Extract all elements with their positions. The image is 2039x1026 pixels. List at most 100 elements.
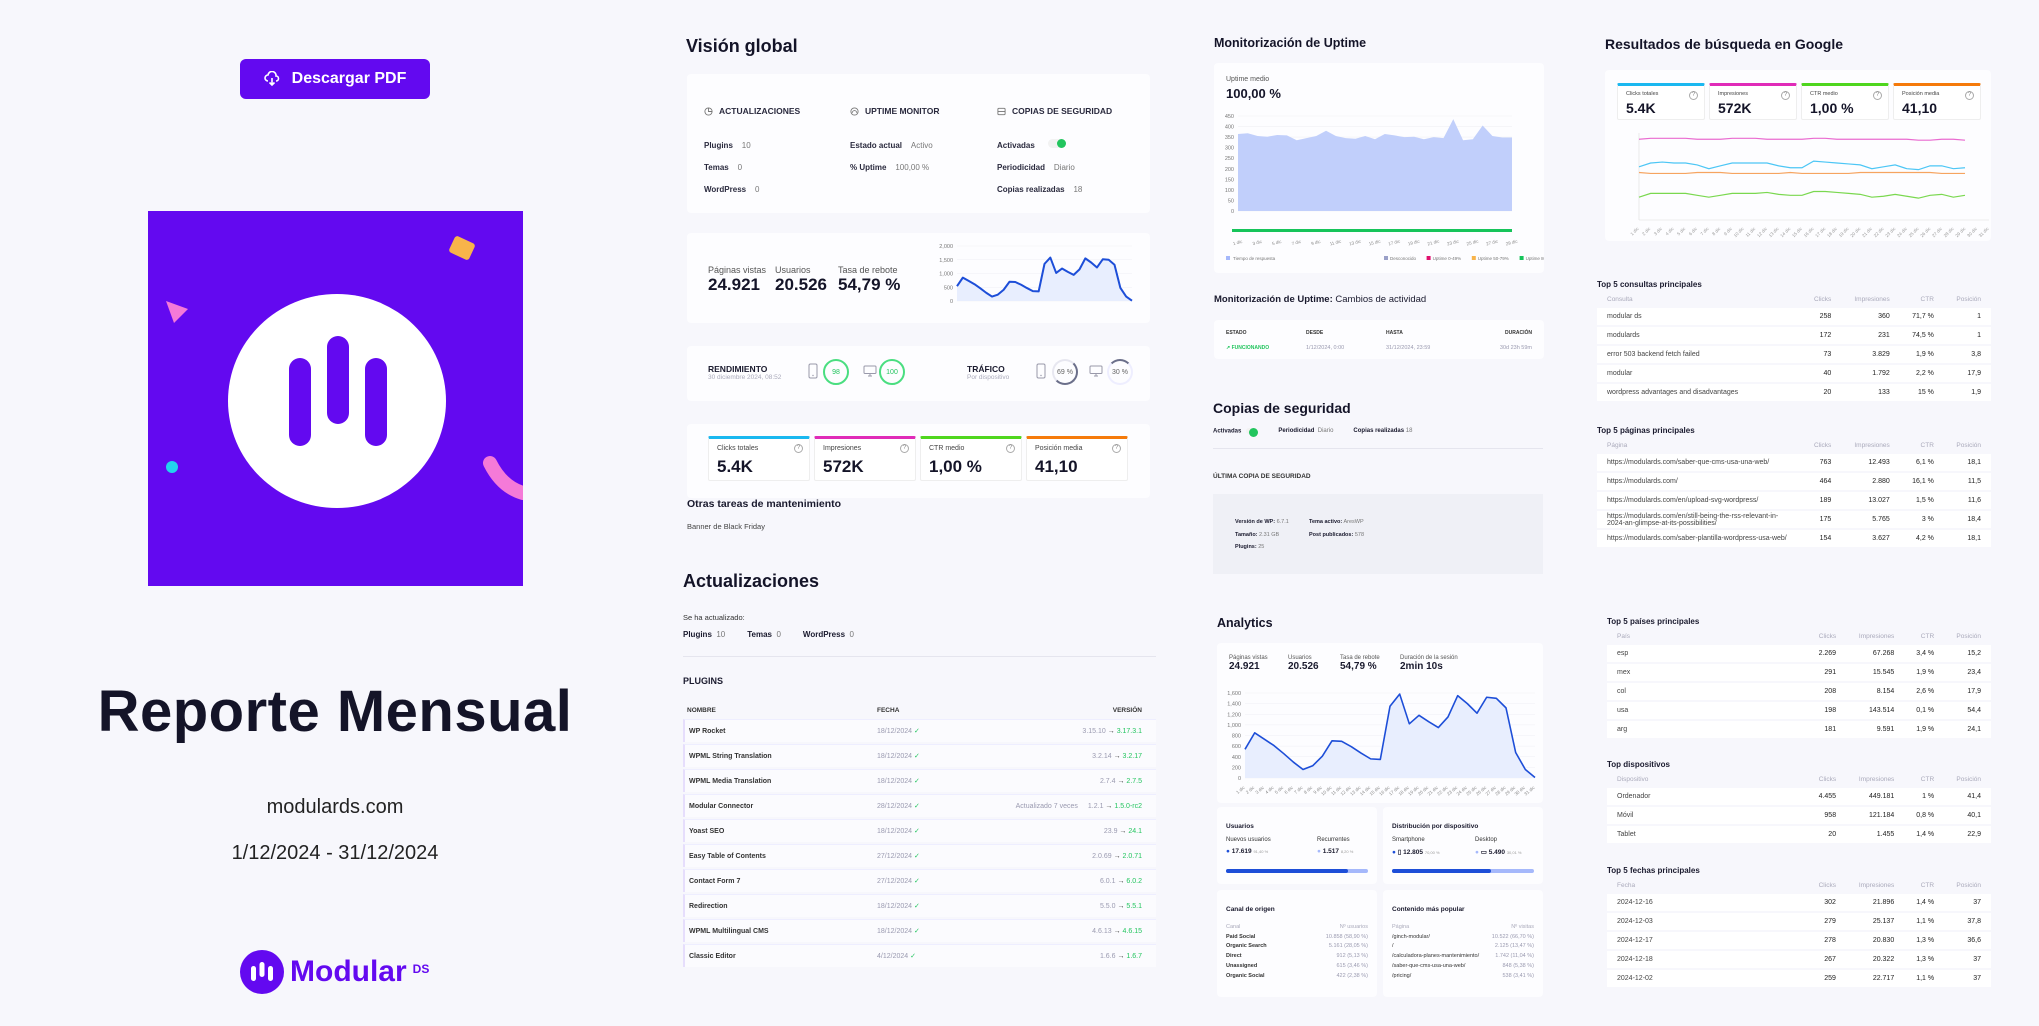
svg-text:5 dic: 5 dic — [1274, 784, 1285, 794]
svg-text:10 dic: 10 dic — [1733, 226, 1746, 239]
gsc-impressions: Impresiones? 572K — [814, 436, 916, 481]
svg-text:150: 150 — [1225, 177, 1234, 183]
uptime-changes-table: ESTADO DESDE HASTA DURACIÓN ↗ FUNCIONAND… — [1214, 320, 1544, 359]
channels-card: Canal de origen Canal Nº usuarios Paid Soc… — [1217, 890, 1377, 997]
check-icon: ✓ — [914, 928, 920, 935]
svg-text:800: 800 — [1232, 734, 1241, 740]
brand-name: Modular — [290, 955, 407, 988]
svg-text:2,000: 2,000 — [939, 244, 953, 250]
check-icon: ✓ — [914, 778, 920, 785]
check-icon: ✓ — [914, 853, 920, 860]
svg-text:0: 0 — [1231, 209, 1234, 215]
other-tasks-title: Otras tareas de mantenimiento — [687, 498, 842, 510]
table-row: 2024-12-02 259 22.717 1,1 % 37 — [1607, 970, 1991, 987]
list-item: Direct 912 (5,13 %) — [1226, 953, 1368, 960]
database-icon — [997, 107, 1006, 115]
smartphone-icon — [808, 363, 818, 379]
list-item: /calculadora-planes-mantenimiento/1.742 … — [1392, 953, 1534, 960]
report-title: Reporte Mensual — [97, 679, 573, 744]
svg-text:15 dic: 15 dic — [1791, 226, 1804, 239]
help-icon[interactable]: ? — [1689, 91, 1698, 100]
svg-text:300: 300 — [1225, 146, 1234, 152]
check-icon: ✓ — [914, 803, 920, 810]
kpi-bounce-rate: Tasa de rebote 54,79 % — [838, 265, 901, 294]
list-item: /pricing/538 (3,41 %) — [1392, 972, 1534, 979]
svg-text:1 dic: 1 dic — [1629, 226, 1640, 237]
table-row: col 208 8.154 2,6 % 17,9 — [1607, 683, 1991, 700]
check-icon: ✓ — [914, 728, 920, 735]
divider — [683, 656, 1156, 657]
svg-text:5 dic: 5 dic — [1676, 226, 1687, 237]
table-row: https://modulards.com/saber-que-cms-usa-… — [1597, 454, 1991, 471]
check-icon: ✓ — [914, 828, 920, 835]
help-icon[interactable]: ? — [1112, 444, 1121, 453]
analytics-pageviews-chart: 1,600 1,400 1,200 1,000 800 600 400 200 0 1 dic 2 … — [1227, 691, 1536, 796]
backups-toggle[interactable] — [1048, 139, 1067, 149]
svg-text:1,500: 1,500 — [939, 258, 953, 264]
svg-text:400: 400 — [1232, 755, 1241, 761]
top-pages: Top 5 páginas principales Página Clicks Im… — [1597, 426, 1991, 549]
svg-text:0: 0 — [950, 299, 953, 305]
svg-text:18 dic: 18 dic — [1826, 226, 1839, 239]
help-icon[interactable]: ? — [1781, 91, 1790, 100]
table-row: https://modulards.com/464 2.880 16,1 % 11,5 — [1597, 473, 1991, 490]
smartphone-icon — [1036, 363, 1046, 379]
modular-logo-icon — [240, 950, 284, 994]
download-pdf-label: Descargar PDF — [291, 70, 407, 87]
help-icon[interactable]: ? — [1006, 444, 1015, 453]
svg-text:14 dic: 14 dic — [1779, 226, 1792, 239]
updates-summary: Plugins 10 Temas 0 WordPress 0 — [683, 630, 854, 639]
svg-text:26 dic: 26 dic — [1919, 226, 1932, 239]
table-row: Tablet 20 1.455 1,4 % 22,9 — [1607, 826, 1991, 843]
uptime-changes-title: Monitorización de Uptime: Cambios de act… — [1214, 294, 1427, 305]
arrow-right-icon: → — [1107, 727, 1115, 735]
table-row: usa 198 143.514 0,1 % 54,4 — [1607, 702, 1991, 719]
devices-ratio-bar — [1392, 869, 1534, 873]
svg-text:1,000: 1,000 — [1227, 723, 1241, 729]
svg-text:400: 400 — [1225, 125, 1234, 131]
top-countries: Top 5 países principales País Clicks Impre… — [1607, 617, 1991, 740]
other-task-item: Banner de Black Friday — [687, 522, 765, 531]
list-item: /saber-que-cms-usa-una-web/848 (5,38 %) — [1392, 962, 1534, 969]
plugin-row: WPML Multilingual CMS 18/12/2024 ✓ 4.6.1… — [683, 919, 1156, 942]
svg-text:7 dic: 7 dic — [1291, 239, 1302, 246]
svg-text:8 dic: 8 dic — [1303, 784, 1314, 794]
download-pdf-button[interactable]: Descargar PDF — [240, 59, 430, 99]
plugin-row: Classic Editor 4/12/2024 ✓ 1.6.6 → 1.6.7 — [683, 944, 1156, 967]
list-item: Organic Social 422 (2,38 %) — [1226, 972, 1368, 979]
backups-toggle[interactable] — [1246, 428, 1259, 437]
brand-suffix: DS — [412, 962, 430, 976]
table-row: mex 291 15.545 1,9 % 23,4 — [1607, 664, 1991, 681]
plugin-row: Contact Form 7 27/12/2024 ✓ 6.0.1 → 6.0.… — [683, 869, 1156, 892]
help-icon[interactable]: ? — [1873, 91, 1882, 100]
plugin-row: WPML String Translation 18/12/2024 ✓ 3.2… — [683, 744, 1156, 767]
svg-text:13 dic: 13 dic — [1349, 238, 1363, 246]
svg-text:5 dic: 5 dic — [1272, 239, 1283, 246]
status-badge-up: ↗ FUNCIONANDO — [1226, 345, 1270, 351]
help-icon[interactable]: ? — [900, 444, 909, 453]
gsc-clicks: Clicks totales? 5.4K — [1617, 83, 1705, 120]
table-row: 2024-12-03 279 25.137 1,1 % 37,8 — [1607, 913, 1991, 930]
svg-text:200: 200 — [1225, 167, 1234, 173]
svg-text:15 dic: 15 dic — [1368, 238, 1382, 246]
top-dates: Top 5 fechas principales Fecha Clicks Impr… — [1607, 866, 1991, 989]
overview-analytics-card: Páginas vistas 24.921 Usuarios 20.526 Ta… — [687, 233, 1150, 323]
svg-text:24 dic: 24 dic — [1896, 226, 1909, 239]
svg-text:13 dic: 13 dic — [1768, 226, 1781, 239]
svg-text:250: 250 — [1225, 156, 1234, 162]
uptime-block: UPTIME MONITOR Estado actual Activo % Up… — [850, 106, 940, 172]
help-icon[interactable]: ? — [1965, 91, 1974, 100]
arrow-right-icon: → — [1117, 902, 1125, 910]
arrow-right-icon: → — [1119, 827, 1127, 835]
check-icon: ✓ — [914, 753, 920, 760]
svg-text:7 dic: 7 dic — [1699, 226, 1710, 237]
arrow-right-icon: → — [1117, 777, 1125, 785]
svg-text:9 dic: 9 dic — [1312, 784, 1323, 794]
top-devices: Top dispositivos Dispositivo Clicks Impres… — [1607, 760, 1991, 845]
help-icon[interactable]: ? — [794, 444, 803, 453]
gsc-impressions: Impresiones? 572K — [1709, 83, 1797, 120]
svg-text:4 dic: 4 dic — [1664, 226, 1675, 237]
svg-text:9 dic: 9 dic — [1311, 239, 1322, 246]
arrow-right-icon: → — [1113, 852, 1121, 860]
svg-text:30 dic: 30 dic — [1966, 226, 1979, 239]
